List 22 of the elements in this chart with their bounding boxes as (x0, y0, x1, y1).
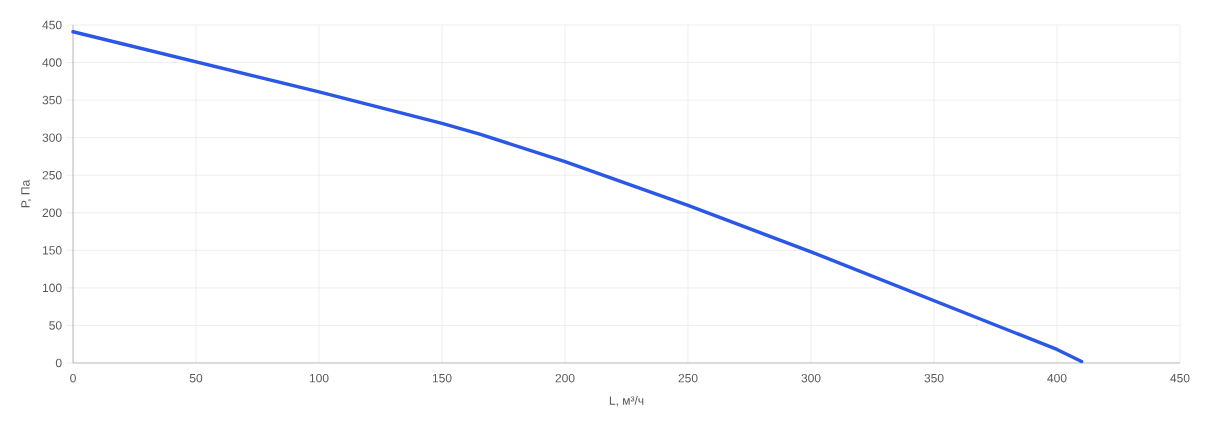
x-tick-label: 400 (1047, 373, 1067, 383)
x-tick-label: 200 (555, 373, 575, 383)
y-tick-label: 100 (42, 283, 62, 293)
x-tick-label: 450 (1170, 373, 1190, 383)
x-tick-label: 250 (678, 373, 698, 383)
x-tick-label: 0 (70, 373, 76, 383)
x-tick-label: 150 (432, 373, 452, 383)
y-tick-label: 150 (42, 246, 62, 255)
x-tick-label: 350 (924, 373, 944, 383)
y-tick-label: 200 (42, 208, 62, 218)
x-tick-label: 100 (309, 373, 329, 383)
x-tick-label: 300 (801, 373, 821, 383)
x-axis-title: L, м³/ч (609, 396, 644, 407)
y-tick-label: 300 (42, 133, 62, 142)
x-tick-label: 50 (189, 373, 203, 383)
y-tick-label: 350 (42, 95, 62, 105)
y-tick-label: 0 (55, 358, 62, 368)
y-tick-label: 50 (49, 321, 62, 330)
y-tick-label: 400 (42, 58, 62, 67)
y-tick-label: 250 (42, 170, 62, 180)
y-tick-label: 450 (42, 20, 62, 30)
y-axis-title: P, Па (21, 179, 32, 208)
